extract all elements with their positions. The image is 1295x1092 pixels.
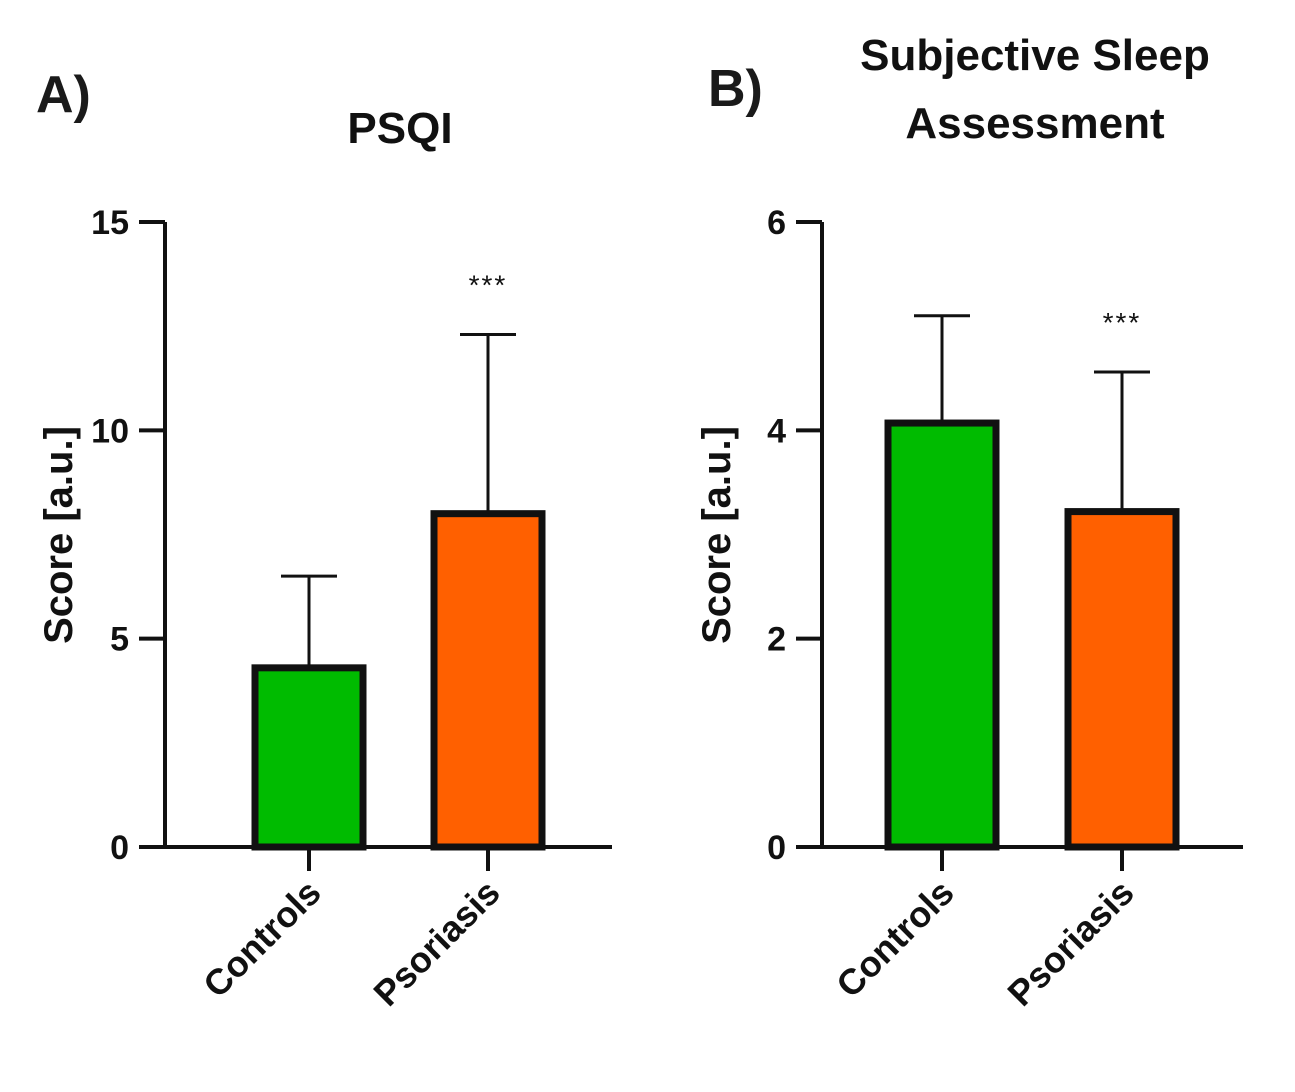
panel-b-category-label-psoriasis: Psoriasis <box>999 872 1141 1014</box>
panel-a-plot: Controls *** Psoriasis 0 5 10 15 <box>91 204 612 1014</box>
panel-b-bar-psoriasis <box>1064 508 1180 851</box>
panel-a-significance-psoriasis: *** <box>469 270 508 301</box>
panel-a-bar-psoriasis <box>430 510 546 851</box>
panel-a-title: PSQI <box>347 104 452 153</box>
panel-a-y-tick-label-0: 0 <box>110 829 129 867</box>
panel-b-y-tick-label-0: 0 <box>767 829 786 867</box>
panel-a-y-tick-label-15: 15 <box>91 204 129 242</box>
panel-a-category-label-controls: Controls <box>195 872 329 1006</box>
panel-b-y-axis-label: Score [a.u.] <box>695 426 739 644</box>
panel-b-y-tick-label-2: 2 <box>767 621 786 659</box>
panel-a-label: A) <box>36 66 91 124</box>
panel-a-y-tick-label-10: 10 <box>91 412 129 450</box>
panel-b-y-tick-label-6: 6 <box>767 204 786 242</box>
panel-a-y-axis-label: Score [a.u.] <box>37 426 81 644</box>
panel-b-title-line-2: Assessment <box>905 99 1165 148</box>
panel-b-plot: Controls *** Psoriasis 0 2 4 6 <box>767 204 1243 1014</box>
panel-b-category-label-controls: Controls <box>828 872 962 1006</box>
panel-b-title-line-1: Subjective Sleep <box>860 31 1210 80</box>
panel-a-y-tick-label-5: 5 <box>110 621 129 659</box>
panel-b: B) Subjective Sleep Assessment Score [a.… <box>695 31 1243 1014</box>
panel-b-bar-controls <box>884 419 1000 851</box>
panel-a: A) PSQI Score [a.u.] Controls *** Psoriasi… <box>36 66 612 1014</box>
panel-b-significance-psoriasis: *** <box>1103 307 1142 338</box>
panel-b-y-tick-label-4: 4 <box>767 412 786 450</box>
panel-a-category-label-psoriasis: Psoriasis <box>365 872 507 1014</box>
panel-a-bar-controls <box>251 664 367 851</box>
panel-b-label: B) <box>708 60 763 118</box>
